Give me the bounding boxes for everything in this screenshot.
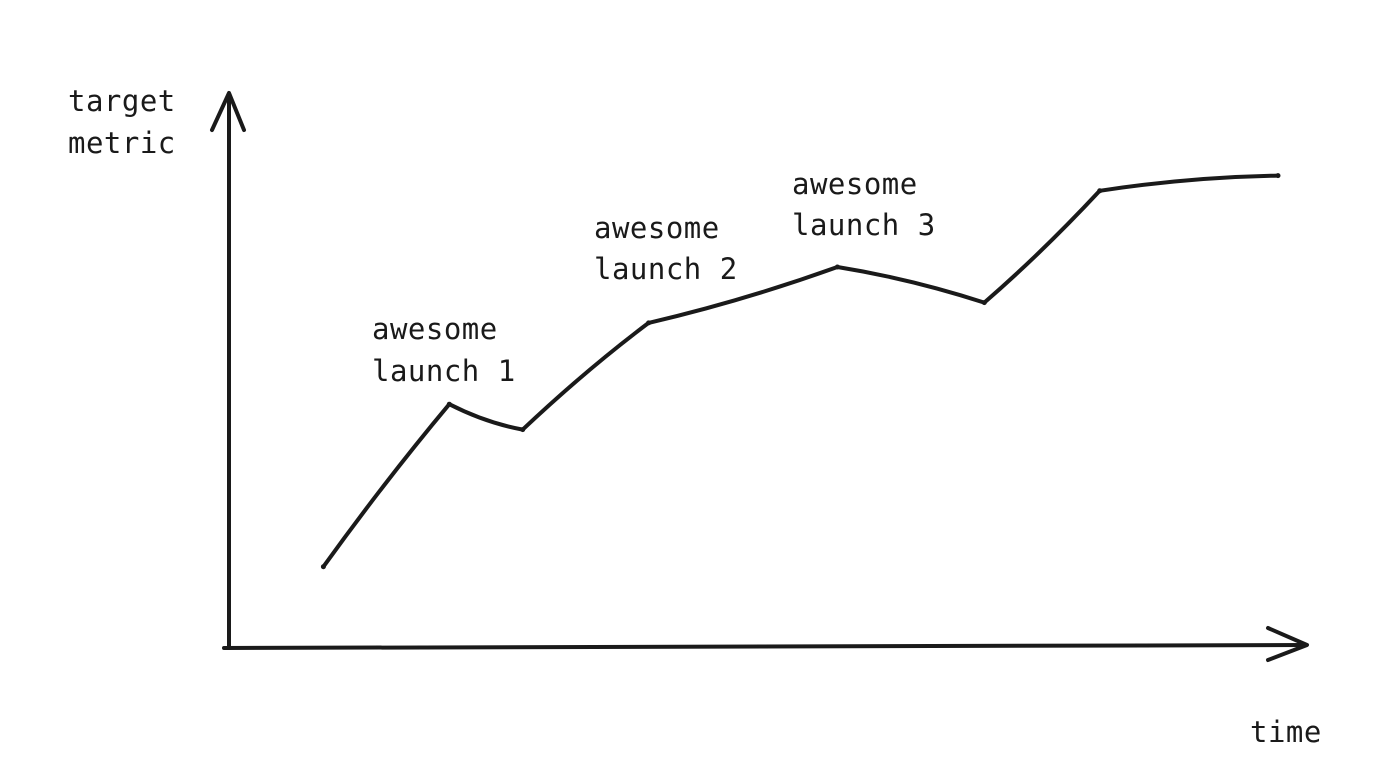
annotation-launch-3: awesome launch 3 [792, 167, 936, 242]
y-axis-arrowhead [210, 91, 246, 132]
x-axis-arrowhead [1266, 626, 1309, 662]
series-point-1 [320, 564, 326, 570]
series-point-5 [834, 264, 840, 270]
series-point-6 [981, 300, 987, 306]
x-axis [222, 626, 1309, 662]
annotation-launch-1-line-1: awesome [372, 312, 498, 346]
x-axis-label: time [1250, 715, 1322, 749]
series-point-7 [1097, 188, 1103, 194]
annotation-launch-3-line-1: awesome [792, 167, 918, 201]
annotation-launch-2: awesome launch 2 [594, 211, 738, 286]
y-axis-label-line-2: metric [68, 126, 176, 160]
y-axis-label-line-1: target [68, 84, 176, 118]
series-points [320, 173, 1281, 570]
annotation-launch-1-line-2: launch 1 [372, 354, 516, 388]
annotation-launch-2-line-1: awesome [594, 211, 720, 245]
x-axis-line [222, 643, 1308, 650]
y-axis [210, 91, 246, 650]
series-point-8 [1275, 173, 1281, 179]
series-point-4 [646, 320, 652, 326]
annotation-launch-3-line-2: launch 3 [792, 208, 936, 242]
series-point-2 [446, 401, 452, 407]
annotation-launch-1: awesome launch 1 [372, 312, 516, 388]
annotation-launch-2-line-2: launch 2 [594, 252, 738, 286]
series-point-3 [520, 427, 526, 433]
y-axis-label: target metric [68, 84, 194, 160]
